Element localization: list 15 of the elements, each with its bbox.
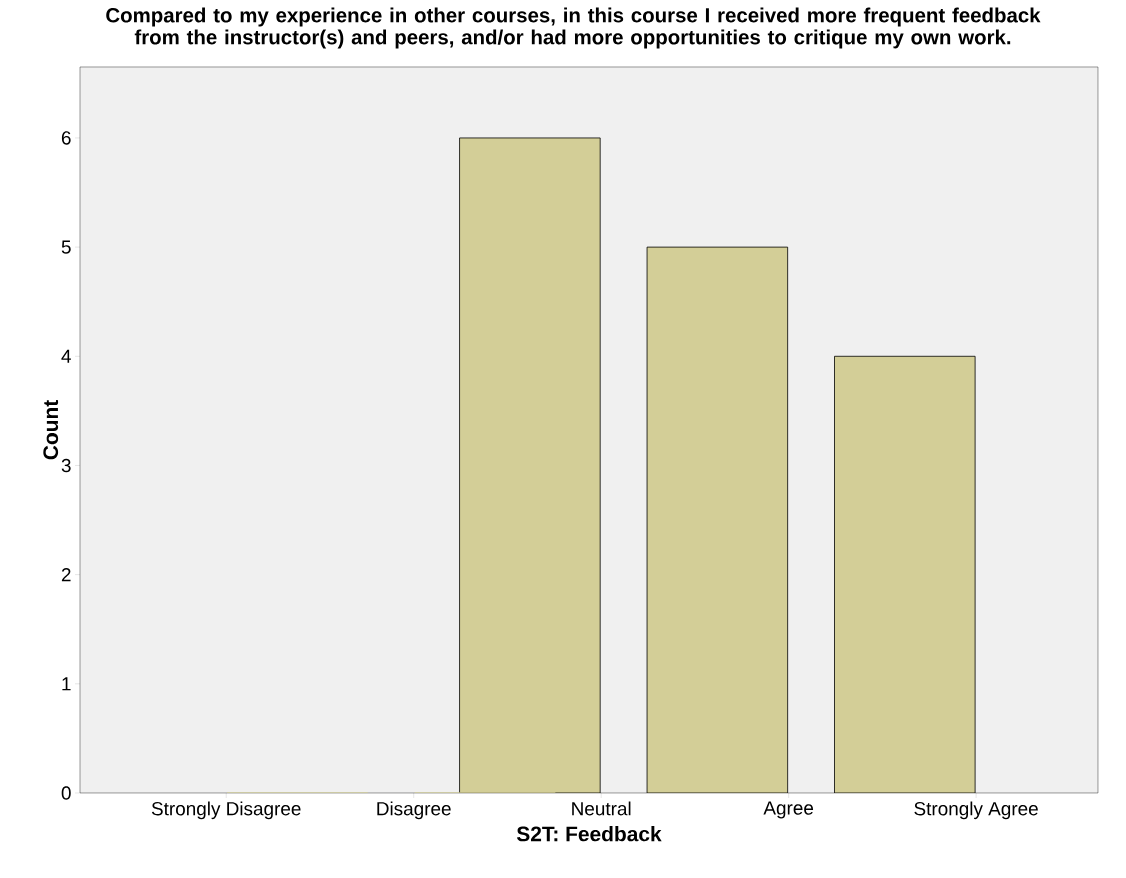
x-tick-label: Disagree <box>377 801 451 820</box>
y-tick-label: 6 <box>61 131 71 145</box>
y-axis-title: Count <box>43 400 59 460</box>
y-tick-label: 2 <box>61 568 71 582</box>
x-tick-label: Neutral <box>572 801 631 816</box>
chart-title: Compared to my experience in other courses, in this course I received more frequent feedback from the instructor(s) and peers, and/or had more opportunities to critique my own work. <box>106 7 1041 49</box>
y-tick-label: 1 <box>62 677 71 691</box>
y-tick-label: 0 <box>61 786 71 800</box>
y-tick-label: 3 <box>61 458 71 473</box>
y-tick-label: 4 <box>61 349 71 363</box>
x-axis-title: S2T: Feedback <box>516 825 662 842</box>
x-tick-label: Agree <box>763 801 814 819</box>
x-tick-label: Strongly Agree <box>914 801 1038 820</box>
x-tick-label: Strongly Disagree <box>151 801 301 820</box>
y-tick-label: 5 <box>61 240 71 254</box>
